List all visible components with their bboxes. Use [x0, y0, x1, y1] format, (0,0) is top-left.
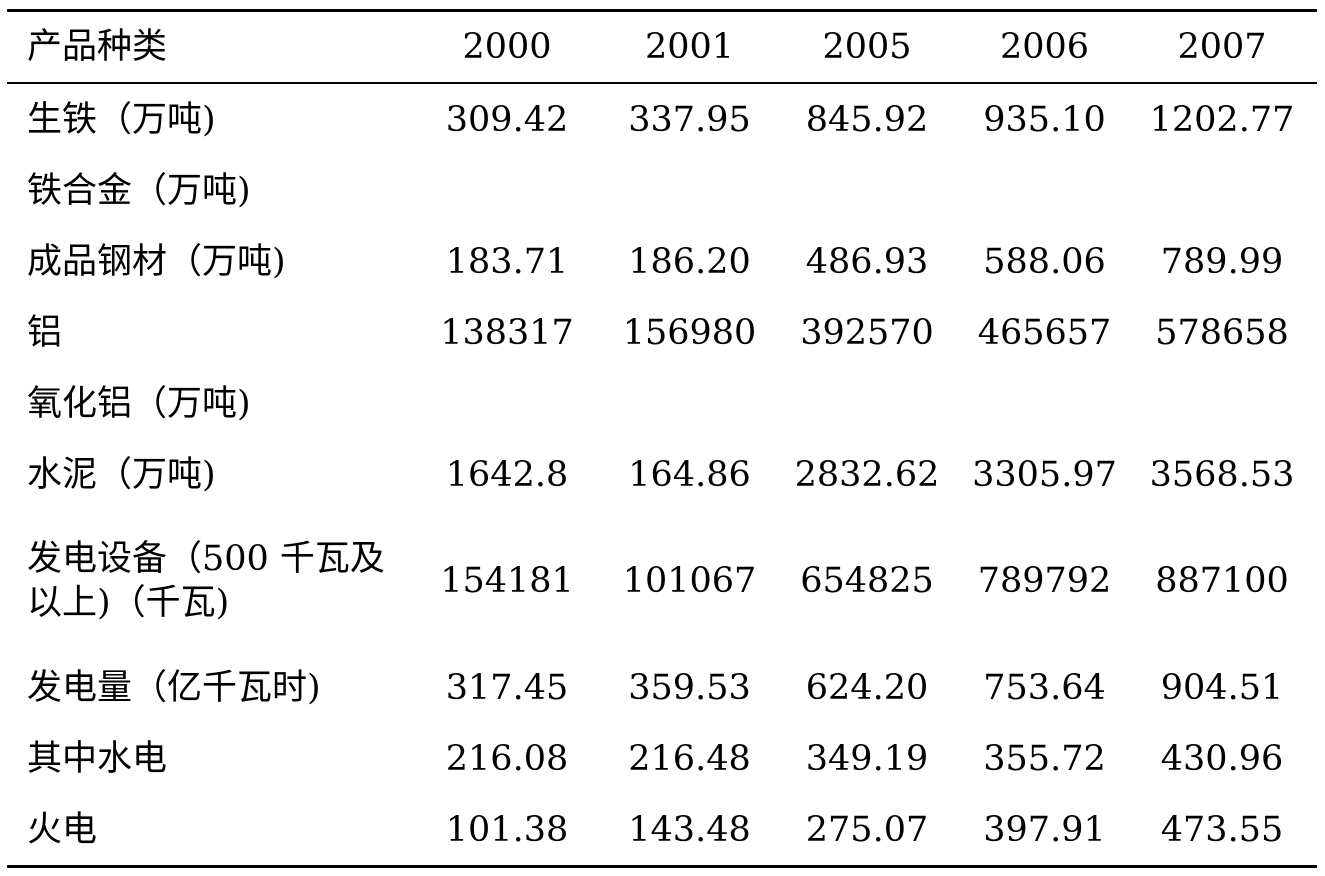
table-cell: 143.48 [628, 809, 751, 850]
table-row: 火电 101.38 143.48 275.07 397.91 473.55 [7, 794, 1317, 867]
header-product-type: 产品种类 [27, 27, 168, 67]
table-cell [407, 155, 607, 226]
header-year: 2005 [822, 27, 912, 67]
row-label: 其中水电 [27, 738, 168, 779]
table-cell: 845.92 [805, 99, 929, 140]
table-cell: 317.45 [445, 667, 569, 708]
header-year: 2007 [1177, 27, 1267, 67]
row-label: 火电 [27, 809, 98, 850]
table-cell: 1642.8 [445, 454, 569, 495]
table-cell [1127, 368, 1317, 439]
row-label: 发电量（亿千瓦时) [27, 667, 321, 708]
table-cell: 216.48 [628, 738, 751, 779]
header-year: 2000 [462, 27, 552, 67]
table-cell: 392570 [800, 312, 934, 353]
table-row: 水泥（万吨) 1642.8 164.86 2832.62 3305.97 356… [7, 439, 1317, 510]
table-cell: 465657 [977, 312, 1112, 353]
table-cell [1127, 155, 1317, 226]
table-cell: 183.71 [445, 241, 569, 282]
row-label: 铝 [27, 312, 63, 353]
table-cell: 397.91 [983, 809, 1106, 850]
table-cell [962, 155, 1127, 226]
table-row: 生铁（万吨) 309.42 337.95 845.92 935.10 1202.… [7, 83, 1317, 155]
table-row: 发电设备（500 千瓦及以上)（千瓦) 154181 101067 654825… [7, 510, 1317, 652]
table-row: 其中水电 216.08 216.48 349.19 355.72 430.96 [7, 723, 1317, 794]
table-cell: 486.93 [805, 241, 929, 282]
header-row: 产品种类 2000 2001 2005 2006 2007 [7, 10, 1317, 83]
table-cell [607, 155, 772, 226]
table-cell: 3305.97 [972, 454, 1117, 495]
table-cell: 3568.53 [1149, 454, 1295, 495]
table-cell: 349.19 [805, 738, 929, 779]
table-cell: 588.06 [983, 241, 1106, 282]
table-row: 发电量（亿千瓦时) 317.45 359.53 624.20 753.64 90… [7, 652, 1317, 723]
table-cell: 935.10 [983, 99, 1106, 140]
row-label: 水泥（万吨) [27, 454, 216, 495]
table-cell: 430.96 [1160, 738, 1284, 779]
table-cell: 216.08 [445, 738, 569, 779]
header-year: 2006 [999, 27, 1090, 67]
table-cell [962, 368, 1127, 439]
table-cell: 624.20 [805, 667, 929, 708]
table-cell: 275.07 [805, 809, 929, 850]
table-cell: 355.72 [983, 738, 1106, 779]
header-year: 2001 [644, 27, 735, 67]
table-cell: 186.20 [628, 241, 751, 282]
product-output-table-container: 产品种类 2000 2001 2005 2006 2007 生铁（万吨) 309… [7, 9, 1317, 868]
product-output-table: 产品种类 2000 2001 2005 2006 2007 生铁（万吨) 309… [7, 9, 1317, 868]
table-cell: 154181 [440, 561, 574, 601]
table-cell: 101067 [622, 561, 757, 601]
table-row: 铁合金（万吨) [7, 155, 1317, 226]
table-cell: 473.55 [1160, 809, 1284, 850]
table-cell [407, 368, 607, 439]
row-label: 生铁（万吨) [27, 99, 216, 140]
table-cell: 2832.62 [794, 454, 940, 495]
row-label: 发电设备（500 千瓦及以上)（千瓦) [27, 539, 385, 623]
table-cell [772, 155, 962, 226]
table-cell: 578658 [1155, 312, 1289, 353]
table-cell: 359.53 [628, 667, 751, 708]
table-row: 成品钢材（万吨) 183.71 186.20 486.93 588.06 789… [7, 226, 1317, 297]
table-cell: 164.86 [628, 454, 751, 495]
table-cell [607, 368, 772, 439]
row-label: 氧化铝（万吨) [27, 383, 251, 424]
table-cell: 789792 [977, 561, 1112, 601]
table-cell [772, 368, 962, 439]
table-cell: 887100 [1155, 561, 1289, 601]
table-cell: 337.95 [628, 99, 751, 140]
table-cell: 138317 [440, 312, 574, 353]
table-cell: 789.99 [1160, 241, 1284, 282]
table-cell: 654825 [800, 561, 934, 601]
table-cell: 1202.77 [1149, 99, 1295, 140]
table-cell: 904.51 [1160, 667, 1284, 708]
table-cell: 309.42 [445, 99, 569, 140]
table-row: 铝 138317 156980 392570 465657 578658 [7, 297, 1317, 368]
table-row: 氧化铝（万吨) [7, 368, 1317, 439]
row-label: 成品钢材（万吨) [27, 241, 286, 282]
table-cell: 753.64 [983, 667, 1106, 708]
table-cell: 156980 [622, 312, 757, 353]
row-label: 铁合金（万吨) [27, 170, 251, 211]
table-cell: 101.38 [445, 809, 569, 850]
